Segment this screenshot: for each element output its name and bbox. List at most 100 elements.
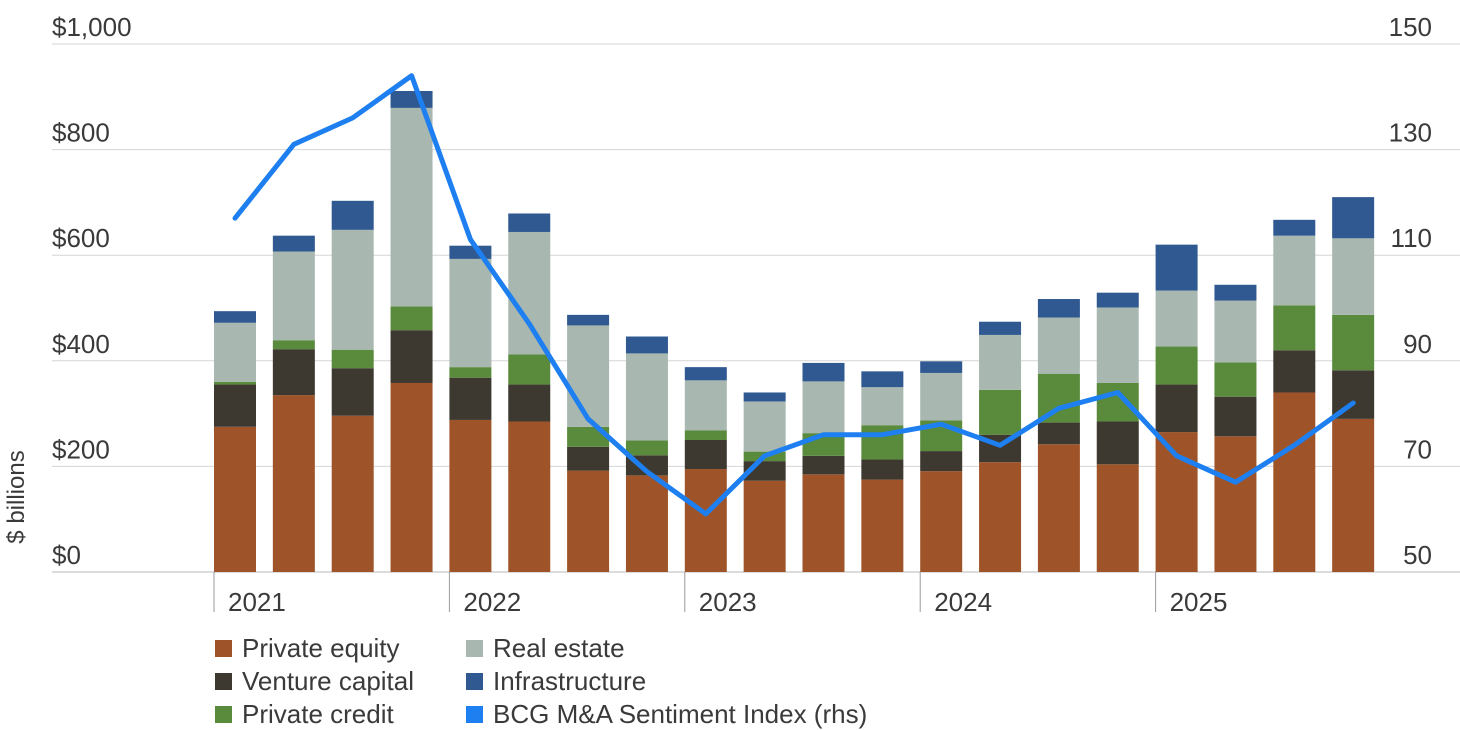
y-left-tick-label: $0 bbox=[52, 540, 81, 570]
bar-segment bbox=[743, 392, 786, 402]
x-year-label: 2023 bbox=[699, 587, 757, 617]
bar-segment bbox=[743, 480, 786, 572]
legend-item-sentiment-index: BCG M&A Sentiment Index (rhs) bbox=[466, 698, 867, 730]
bar-segment bbox=[331, 415, 374, 572]
bar-segment bbox=[1214, 362, 1257, 397]
bar-segment bbox=[625, 440, 668, 456]
bar-segment bbox=[331, 200, 374, 230]
bar-segment bbox=[1273, 219, 1316, 236]
y-right-tick-label: 130 bbox=[1389, 118, 1432, 148]
bar-segment bbox=[1037, 317, 1080, 374]
legend-label: Venture capital bbox=[242, 665, 415, 696]
x-year-label: 2022 bbox=[463, 587, 521, 617]
legend-label: Infrastructure bbox=[493, 665, 647, 696]
legend-swatch bbox=[466, 672, 483, 690]
bar-segment bbox=[1096, 382, 1139, 422]
bar-segment bbox=[449, 367, 492, 378]
legend-label: Private equity bbox=[242, 632, 400, 663]
bar-segment bbox=[331, 349, 374, 369]
bar-segment bbox=[272, 340, 315, 350]
bar-segment bbox=[331, 368, 374, 416]
bar-segment bbox=[743, 401, 786, 452]
bar-segment bbox=[508, 421, 551, 572]
bar-segment bbox=[1155, 244, 1198, 291]
bar-segment bbox=[979, 462, 1022, 572]
y-left-tick-label: $600 bbox=[52, 223, 110, 253]
bar-segment bbox=[214, 311, 256, 323]
legend-item-real-estate: Real estate bbox=[466, 632, 625, 664]
chart-svg: $0 $200 $400 $600 $800 $1,000 50 70 90 110 130 150 $… bbox=[3, 12, 1460, 617]
bar-segment bbox=[1332, 197, 1375, 239]
bar-segment bbox=[1096, 421, 1139, 465]
bar-segment bbox=[331, 229, 374, 350]
bar-segment bbox=[390, 330, 433, 383]
x-year-label: 2021 bbox=[228, 587, 286, 617]
bar-segment bbox=[861, 387, 904, 426]
bar-segment bbox=[272, 235, 315, 252]
legend-label: Private credit bbox=[242, 698, 394, 729]
bar-segment bbox=[567, 426, 610, 447]
y-left-tick-label: $400 bbox=[52, 329, 110, 359]
bar-segment bbox=[684, 469, 727, 572]
bar-segment bbox=[1332, 314, 1375, 371]
bar-segment bbox=[390, 306, 433, 331]
bar-segment bbox=[390, 107, 433, 307]
bar-segment bbox=[449, 258, 492, 368]
bar-segment bbox=[1037, 422, 1080, 445]
bar-segment bbox=[1214, 300, 1257, 363]
bar-segment bbox=[1096, 464, 1139, 572]
bar-segment bbox=[567, 314, 610, 326]
legend-item-private-equity: Private equity bbox=[215, 632, 400, 664]
bar-segment bbox=[1214, 284, 1257, 301]
y-axis-title: $ billions bbox=[3, 450, 30, 543]
y-left-tick-label: $800 bbox=[52, 118, 110, 148]
sentiment-line bbox=[232, 73, 1356, 517]
bar-segment bbox=[625, 336, 668, 354]
bar-segment bbox=[625, 353, 668, 441]
legend-item-venture-capital: Venture capital bbox=[215, 665, 414, 697]
bar-segment bbox=[979, 334, 1022, 390]
bar-segment bbox=[1096, 307, 1139, 383]
bar-segment bbox=[449, 419, 492, 572]
bar-segment bbox=[1037, 444, 1080, 572]
legend: Private equity Venture capital Private c… bbox=[215, 632, 935, 730]
bar-segment bbox=[861, 459, 904, 480]
legend-label: BCG M&A Sentiment Index (rhs) bbox=[493, 698, 868, 729]
x-year-label: 2024 bbox=[934, 587, 992, 617]
bar-segment bbox=[567, 325, 610, 427]
bar-segment bbox=[979, 389, 1022, 435]
bar-segment bbox=[390, 90, 433, 108]
bar-segment bbox=[1155, 290, 1198, 347]
bar-segment bbox=[684, 367, 727, 381]
legend-swatch bbox=[215, 672, 232, 690]
legend-swatch bbox=[215, 639, 232, 657]
bar-segment bbox=[979, 321, 1022, 335]
bar-segment bbox=[214, 381, 256, 385]
bar-segment bbox=[449, 377, 492, 420]
y-left-tick-label: $200 bbox=[52, 434, 110, 464]
bar-segment bbox=[1096, 292, 1139, 308]
bar-segment bbox=[214, 322, 256, 382]
y-right-tick-label: 70 bbox=[1403, 434, 1432, 464]
bar-segment bbox=[1037, 299, 1080, 318]
bar-segment bbox=[1155, 346, 1198, 385]
bar-segment bbox=[1214, 396, 1257, 437]
bar-segment bbox=[802, 474, 845, 572]
bar-segment bbox=[625, 475, 668, 572]
bar-segment bbox=[390, 382, 433, 572]
bar-segment bbox=[1332, 418, 1375, 572]
bar-segment bbox=[802, 362, 845, 382]
bar-segment bbox=[214, 426, 256, 572]
bar-segment bbox=[508, 231, 551, 355]
bar-segment bbox=[920, 372, 963, 421]
y-right-tick-label: 150 bbox=[1389, 12, 1432, 42]
bar-segment bbox=[861, 479, 904, 572]
bar-segment bbox=[920, 361, 963, 373]
y-right-tick-label: 90 bbox=[1403, 329, 1432, 359]
bar-segment bbox=[508, 384, 551, 422]
bar-segment bbox=[684, 440, 727, 470]
bar-segment bbox=[802, 455, 845, 475]
bar-segment bbox=[1214, 436, 1257, 572]
legend-swatch bbox=[466, 639, 483, 657]
